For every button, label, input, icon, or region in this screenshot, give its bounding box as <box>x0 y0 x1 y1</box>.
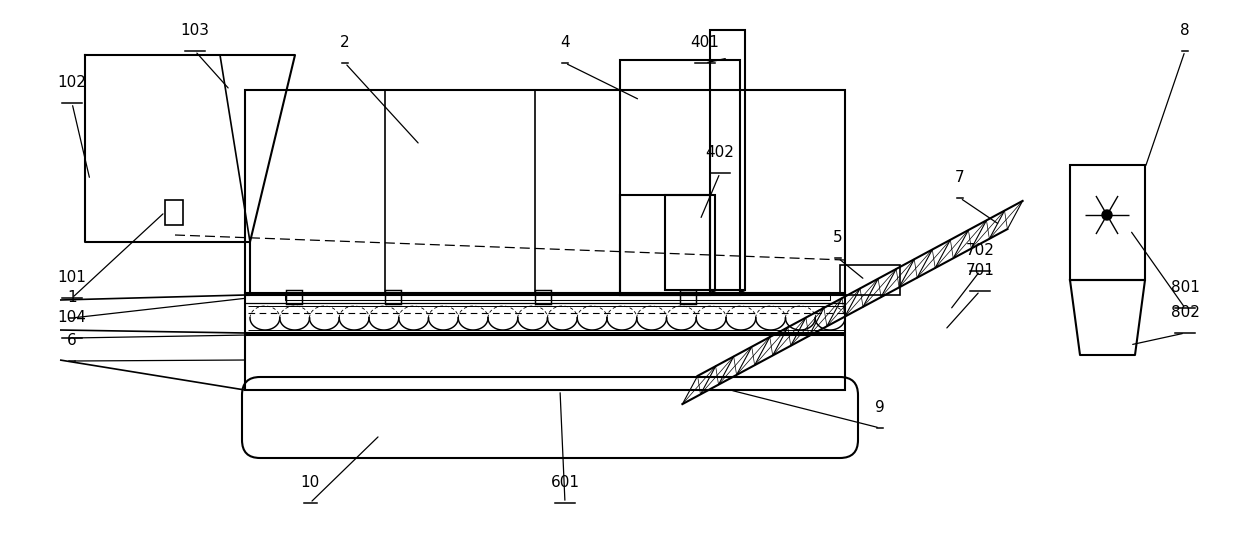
Text: 103: 103 <box>181 23 210 38</box>
Bar <box>839 265 900 295</box>
Bar <box>620 195 711 295</box>
Text: 9: 9 <box>875 400 885 415</box>
Text: 5: 5 <box>833 230 843 245</box>
Bar <box>665 195 715 290</box>
Text: 104: 104 <box>57 310 87 325</box>
Text: 8: 8 <box>1180 23 1190 38</box>
Bar <box>246 293 844 333</box>
Text: 7: 7 <box>955 170 965 185</box>
Text: 402: 402 <box>706 145 734 160</box>
Text: 802: 802 <box>1171 305 1199 320</box>
Bar <box>680 290 696 304</box>
Bar <box>165 200 184 225</box>
Bar <box>246 90 844 295</box>
Bar <box>246 335 844 390</box>
Bar <box>286 290 303 304</box>
Text: 101: 101 <box>57 270 87 285</box>
Text: 601: 601 <box>551 475 579 490</box>
Text: 1: 1 <box>67 290 77 305</box>
Text: 701: 701 <box>966 263 994 278</box>
Text: 702: 702 <box>966 243 994 258</box>
Bar <box>1070 165 1145 280</box>
Text: 401: 401 <box>691 35 719 50</box>
Text: 2: 2 <box>340 35 350 50</box>
Bar <box>620 60 740 295</box>
Text: 801: 801 <box>1171 280 1199 295</box>
Text: 10: 10 <box>300 475 320 490</box>
Text: 102: 102 <box>57 75 87 90</box>
Circle shape <box>1102 210 1112 220</box>
Bar <box>534 290 551 304</box>
Bar <box>285 292 830 300</box>
Text: 6: 6 <box>67 333 77 348</box>
Bar <box>384 290 401 304</box>
Bar <box>711 30 745 290</box>
Text: 4: 4 <box>560 35 570 50</box>
